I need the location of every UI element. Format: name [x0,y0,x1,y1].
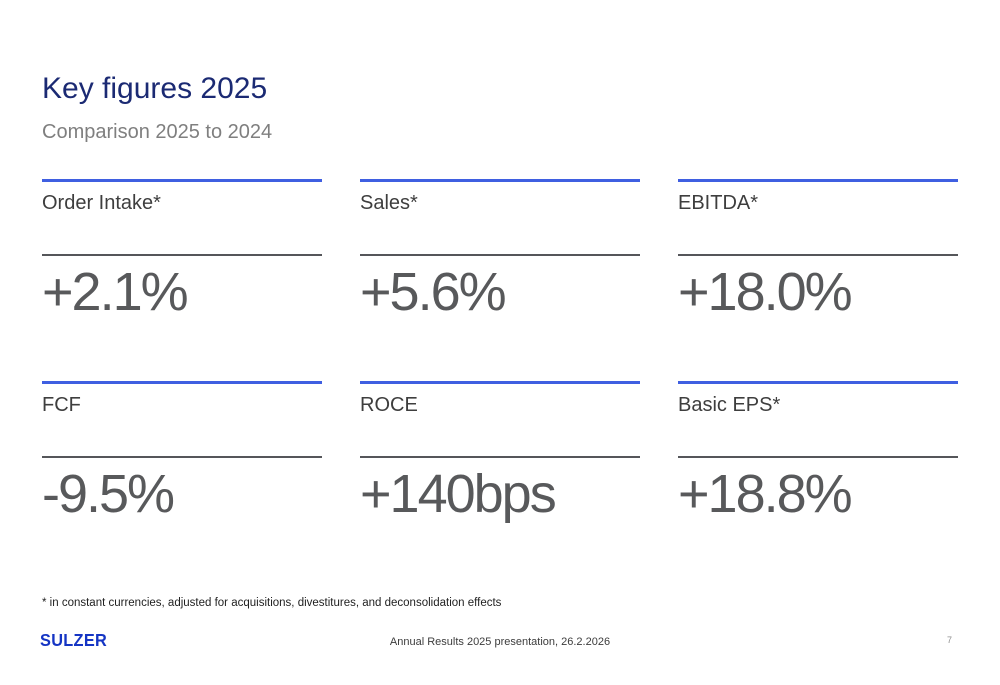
page-number: 7 [946,635,952,645]
metric-label: Sales* [360,192,418,214]
metrics-grid: Order Intake* +2.1% Sales* +5.6% EBITDA*… [42,179,958,583]
metric-divider [42,456,322,458]
metric-card-order-intake: Order Intake* +2.1% [42,179,322,381]
footer-caption: Annual Results 2025 presentation, 26.2.2… [389,636,611,648]
metric-value: +5.6% [360,262,507,322]
metric-label: Basic EPS* [678,394,781,416]
metric-value: -9.5% [42,464,175,524]
metric-label: FCF [42,394,81,416]
page-title: Key figures 2025 [42,72,268,105]
metric-value: +18.8% [678,464,853,524]
metric-label: EBITDA* [678,192,759,214]
metric-card-ebitda: EBITDA* +18.0% [678,179,958,381]
metric-divider [42,254,322,256]
metric-divider [678,254,958,256]
sulzer-logo: SULZER [40,632,108,651]
metric-card-fcf: FCF -9.5% [42,381,322,583]
footnote: * in constant currencies, adjusted for a… [42,597,502,609]
metric-divider [678,456,958,458]
metric-label: Order Intake* [42,192,161,214]
metric-card-roce: ROCE +140bps [360,381,640,583]
metric-value: +140bps [360,464,557,524]
slide-footer: SULZER Annual Results 2025 presentation,… [0,630,1000,658]
metric-value: +2.1% [42,262,189,322]
metric-card-sales: Sales* +5.6% [360,179,640,381]
page-subtitle: Comparison 2025 to 2024 [42,121,273,143]
metric-card-basic-eps: Basic EPS* +18.8% [678,381,958,583]
metric-divider [360,456,640,458]
metric-label: ROCE [360,394,418,416]
metric-value: +18.0% [678,262,853,322]
metric-divider [360,254,640,256]
